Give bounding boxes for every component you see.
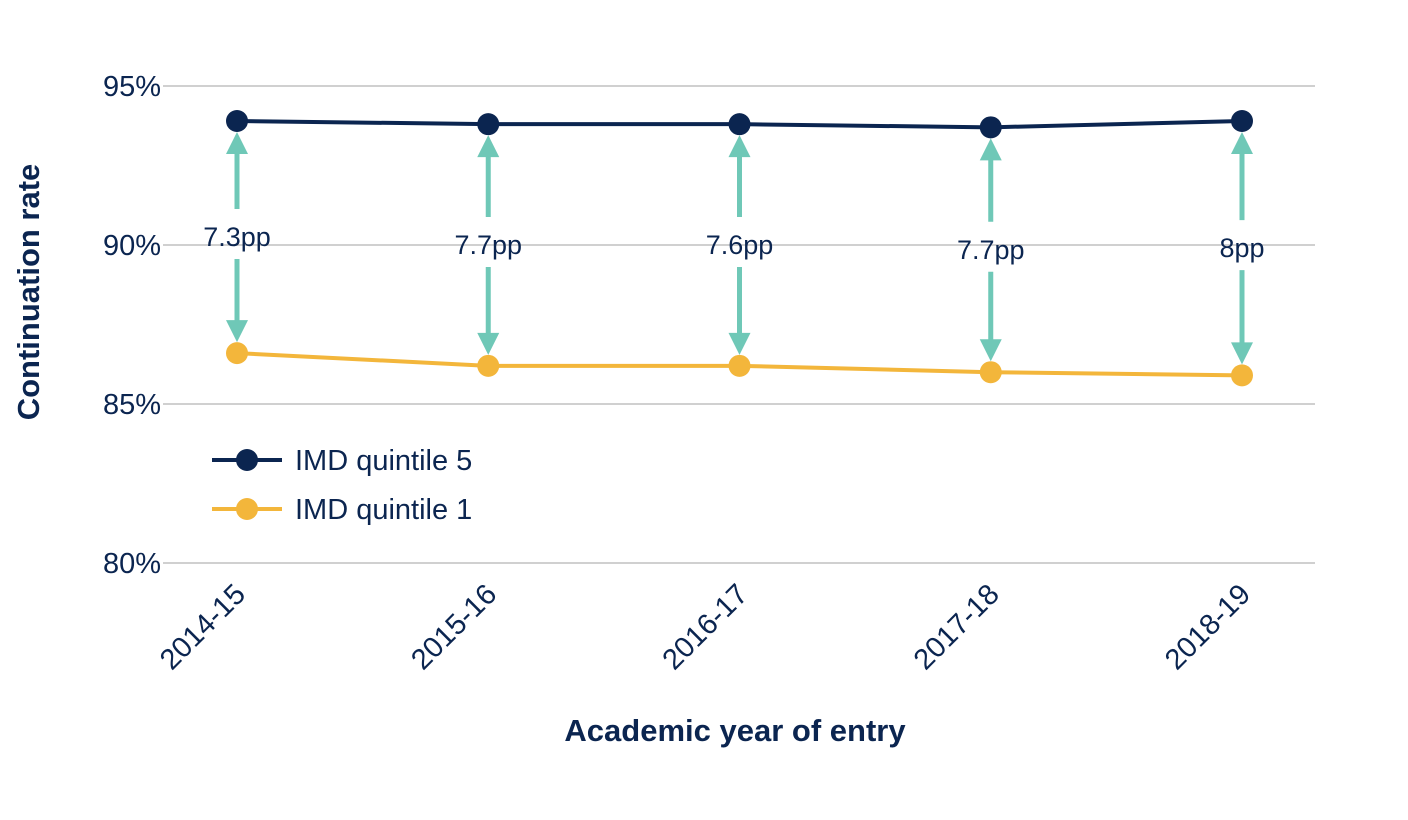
gap-arrow-down-head [226,320,248,343]
gap-arrow-down-head [1231,342,1253,365]
data-point [979,116,1002,139]
gap-annotation: 7.7pp [454,135,522,355]
y-tick-label: 90% [103,230,161,262]
data-point [1231,109,1253,132]
y-axis-tick-labels: 80% 85% 90% 95% [103,71,161,580]
y-tick-label: 85% [103,389,161,421]
x-axis-tick-labels: 2014-15 2015-16 2016-17 2017-18 2018-19 [154,578,1257,676]
gap-label: 7.3pp [203,222,271,252]
data-point [226,109,248,132]
gap-label: 7.6pp [706,230,774,260]
x-tick-label: 2017-18 [908,578,1006,676]
y-tick-label: 95% [103,71,161,103]
gridlines [163,85,1315,564]
series-layer [226,109,1253,387]
legend-marker-swatch [236,498,258,520]
legend-item: IMD quintile 1 [212,494,472,526]
gap-arrow-down-head [979,339,1002,362]
gap-arrow-up-head [477,135,500,158]
gap-label: 7.7pp [454,230,522,260]
x-axis-title: Academic year of entry [564,713,906,748]
y-axis-title: Continuation rate [11,164,46,421]
y-tick-label: 80% [103,548,161,580]
gap-arrow-up-head [226,131,248,154]
data-point [477,113,500,136]
gap-annotation: 7.7pp [957,138,1025,362]
gap-label: 7.7pp [957,235,1025,265]
gap-arrow-down-head [477,332,500,355]
data-point [226,342,248,365]
data-point [728,354,751,377]
gap-annotation: 7.3pp [203,131,271,343]
gap-label: 8pp [1219,233,1264,263]
x-tick-label: 2018-19 [1159,578,1257,676]
gap-annotations: 7.3pp 7.7pp 7.6pp 7.7pp 8pp [203,131,1265,365]
data-point [477,354,500,377]
legend-label: IMD quintile 1 [295,494,472,526]
x-tick-label: 2014-15 [154,578,252,676]
series-2 [226,342,1253,387]
data-point [979,361,1002,384]
gap-annotation: 7.6pp [706,135,774,355]
x-tick-label: 2015-16 [405,578,503,676]
gap-arrow-up-head [728,135,751,158]
legend-item: IMD quintile 5 [212,445,472,477]
legend-marker-swatch [236,449,258,471]
x-tick-label: 2016-17 [657,578,755,676]
legend: IMD quintile 5 IMD quintile 1 [212,445,472,526]
gap-annotation: 8pp [1219,131,1265,365]
gap-arrow-up-head [1231,131,1253,154]
gap-arrow-up-head [979,138,1002,161]
gap-arrow-down-head [728,332,751,355]
data-point [728,113,751,136]
data-point [1231,364,1253,387]
series-1 [226,109,1253,139]
legend-label: IMD quintile 5 [295,445,472,477]
